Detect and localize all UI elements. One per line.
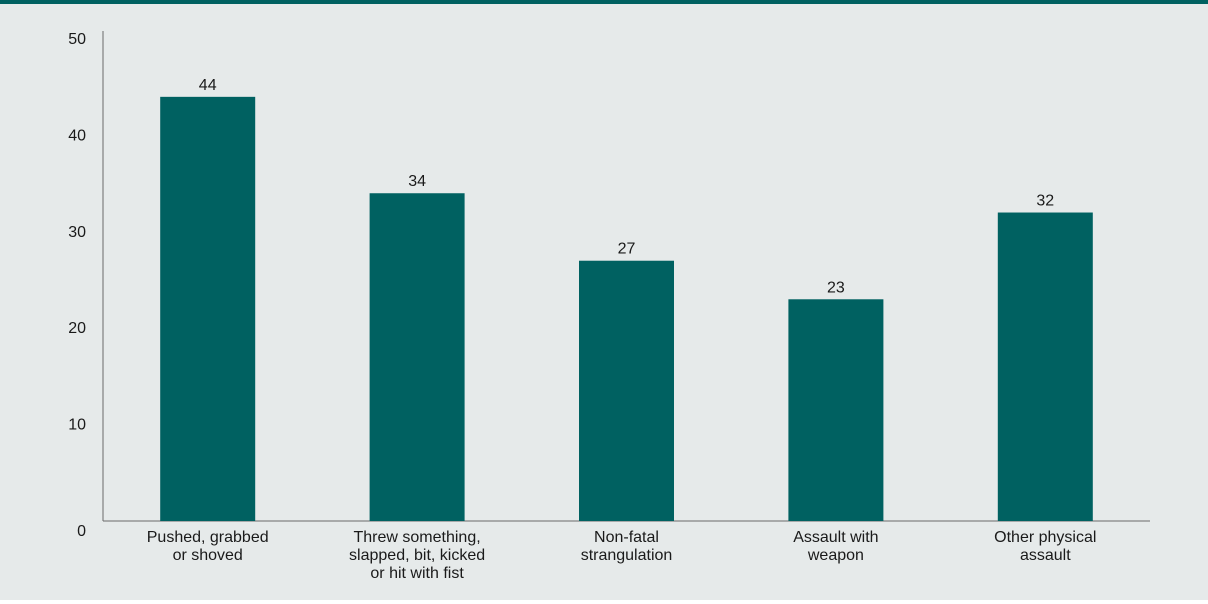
y-tick-label: 10 [68, 417, 86, 434]
bar [579, 260, 674, 521]
x-tick-label-line: strangulation [581, 547, 673, 564]
x-tick-label: Non-fatal strangulation [581, 529, 673, 564]
data-label: 44 [199, 77, 217, 94]
x-tick-label: Pushed, grabbed or shoved [147, 529, 269, 564]
x-tick-label-line: Threw something, [354, 529, 481, 546]
y-tick-label: 20 [68, 320, 86, 337]
x-tick-label: Assault with weapon [793, 529, 878, 564]
data-label: 32 [1036, 193, 1054, 210]
x-tick-label-line: Other physical [994, 529, 1096, 546]
x-tick-label: Threw something, slapped, bit, kicked or h… [349, 529, 485, 582]
y-tick-label: 30 [68, 224, 86, 241]
x-tick-label: Other physical assault [994, 529, 1096, 564]
data-label: 34 [408, 173, 426, 190]
x-tick-label-line: weapon [807, 547, 864, 564]
x-tick-label-line: or hit with fist [370, 565, 464, 582]
bar [997, 212, 1093, 521]
bar [369, 193, 465, 522]
y-tick-label: 50 [68, 31, 86, 48]
x-tick-label-line: or shoved [173, 547, 243, 564]
y-tick-label: 40 [68, 127, 86, 144]
bar-chart: 0 10 20 30 40 50 44 Pushed, grabbed or shoved 34 T… [68, 31, 1150, 582]
data-label: 23 [827, 279, 845, 296]
x-tick-label-line: assault [1020, 547, 1071, 564]
x-tick-label-line: Non-fatal [594, 529, 659, 546]
bar [788, 299, 884, 521]
data-label: 27 [618, 241, 636, 258]
bar [160, 96, 256, 521]
x-tick-label-line: Assault with [793, 529, 878, 546]
x-tick-label-line: slapped, bit, kicked [349, 547, 485, 564]
y-tick-label: 0 [77, 523, 86, 540]
x-tick-label-line: Pushed, grabbed [147, 529, 269, 546]
